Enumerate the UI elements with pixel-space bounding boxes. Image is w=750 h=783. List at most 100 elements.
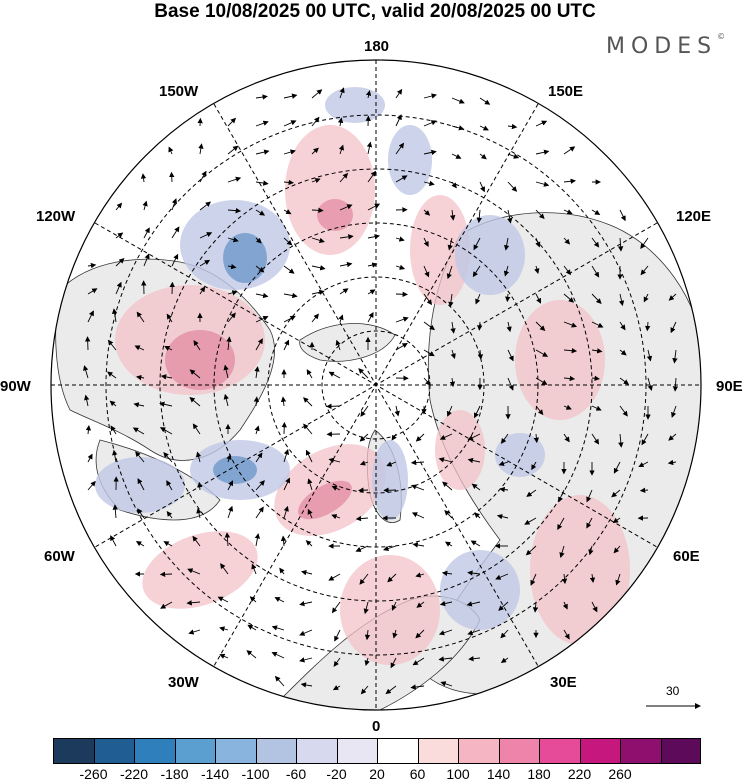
- colorbar-tick-label: -260: [79, 766, 108, 782]
- wind-vector: [283, 120, 297, 127]
- wind-vector: [477, 321, 483, 331]
- wind-vector: [667, 459, 677, 466]
- wind-vector: [364, 629, 371, 641]
- wind-vector: [163, 452, 173, 463]
- wind-vector: [217, 596, 229, 603]
- wind-vector: [333, 657, 341, 667]
- wind-vector: [255, 506, 264, 519]
- wind-vector: [307, 478, 313, 491]
- wind-vector: [334, 629, 341, 642]
- wind-vector: [533, 433, 540, 444]
- colorbar: [53, 738, 701, 764]
- wind-vector: [115, 257, 125, 267]
- wind-vector: [159, 571, 173, 577]
- wind-vector: [111, 308, 118, 323]
- wind-vector: [189, 397, 201, 407]
- wind-vector: [479, 181, 485, 193]
- wind-vector: [387, 573, 397, 583]
- wind-vector: [563, 321, 578, 328]
- wind-vector: [254, 366, 260, 379]
- colorbar-tick-label: 140: [486, 766, 511, 782]
- wind-vector: [366, 141, 373, 155]
- wind-vector: [255, 292, 269, 299]
- colorbar-swatch: [660, 738, 701, 764]
- wind-vector: [115, 202, 123, 211]
- wind-vector: [617, 237, 624, 252]
- wind-vector: [159, 427, 173, 435]
- wind-vector: [507, 209, 513, 224]
- wind-vector: [227, 312, 236, 323]
- wind-vector: [386, 461, 397, 467]
- wind-vector: [438, 457, 453, 463]
- wind-vector: [247, 624, 257, 631]
- wind-vector: [526, 489, 537, 497]
- wind-vector: [466, 601, 481, 607]
- wind-vector: [467, 457, 481, 464]
- wind-vector: [227, 237, 239, 243]
- wind-vector: [591, 293, 602, 304]
- wind-vector: [283, 292, 298, 299]
- wind-vector: [439, 600, 453, 607]
- wind-vector: [219, 653, 229, 659]
- wind-vector: [254, 425, 260, 435]
- reference-vector-value: 30: [666, 684, 680, 698]
- wind-vector: [563, 178, 576, 184]
- wind-vector: [326, 403, 341, 410]
- wind-vector: [563, 375, 576, 382]
- wind-vector: [392, 629, 398, 639]
- wind-vector: [331, 514, 341, 520]
- lon-label-60w: 60W: [44, 548, 75, 565]
- wind-vector: [299, 657, 313, 663]
- wind-vector: [395, 316, 409, 323]
- wind-vector: [226, 454, 232, 463]
- wind-vector: [589, 573, 596, 583]
- wind-vector: [390, 657, 397, 669]
- colorbar-tick-label: 260: [608, 766, 632, 782]
- wind-vector: [415, 629, 425, 639]
- wind-vector: [534, 265, 540, 274]
- wind-vector: [339, 204, 353, 211]
- wind-vector: [415, 572, 425, 578]
- wind-vector: [668, 433, 677, 441]
- colorbar-swatch: [498, 738, 539, 764]
- wind-vector: [133, 402, 145, 408]
- wind-vector: [192, 423, 201, 435]
- wind-vector: [115, 281, 122, 295]
- colorbar-swatch: [417, 738, 458, 764]
- wind-vector: [479, 125, 489, 131]
- wind-vector: [112, 504, 118, 519]
- wind-vector: [220, 563, 229, 575]
- wind-vector: [328, 457, 341, 464]
- wind-vector: [507, 349, 514, 362]
- wind-vector: [535, 349, 549, 357]
- wind-vector: [591, 601, 598, 613]
- wind-vector: [471, 483, 481, 491]
- wind-vector: [438, 656, 453, 662]
- wind-vector: [532, 601, 539, 613]
- wind-vector: [251, 563, 257, 575]
- wind-vector: [254, 533, 261, 547]
- wind-vector: [611, 489, 621, 498]
- wind-vector: [468, 656, 481, 662]
- wind-vector: [410, 459, 425, 466]
- wind-vector: [672, 377, 679, 392]
- wind-vector: [640, 265, 649, 276]
- wind-vector: [338, 314, 344, 323]
- wind-vector: [166, 510, 173, 519]
- wind-vector: [137, 478, 145, 491]
- wind-vector: [143, 253, 150, 267]
- colorbar-swatch: [296, 738, 337, 764]
- colorbar-swatch: [336, 738, 377, 764]
- wind-vector: [367, 289, 376, 295]
- lon-label-150e: 150E: [548, 83, 584, 100]
- wind-vector: [227, 207, 242, 214]
- wind-vector: [450, 209, 456, 221]
- wind-vector: [619, 209, 626, 222]
- lon-label-120e: 120E: [676, 208, 712, 225]
- wind-vector: [271, 625, 285, 631]
- wind-vector: [280, 396, 287, 407]
- wind-vector: [283, 265, 295, 274]
- wind-vector: [193, 340, 201, 351]
- wind-vector: [531, 461, 537, 471]
- wind-vector: [339, 234, 354, 240]
